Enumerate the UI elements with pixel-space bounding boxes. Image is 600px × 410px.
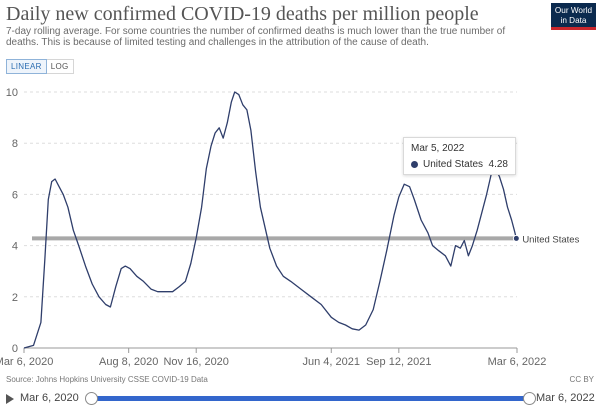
timeline-end-handle[interactable] — [523, 392, 536, 405]
y-tick-label: 8 — [12, 138, 18, 150]
x-tick-label: Mar 6, 2022 — [488, 356, 547, 368]
chart-title: Daily new confirmed COVID-19 deaths per … — [6, 3, 479, 25]
chart-subtitle: 7-day rolling average. For some countrie… — [6, 26, 506, 48]
y-tick-label: 2 — [12, 292, 18, 304]
timeline-track[interactable] — [90, 396, 530, 401]
logo-line-1: Our World — [554, 6, 593, 15]
timeline: Mar 6, 2020 Mar 6, 2022 — [0, 388, 600, 410]
timeline-end-label: Mar 6, 2022 — [536, 392, 595, 404]
y-tick-label: 10 — [6, 87, 18, 99]
tooltip-value: 4.28 — [488, 159, 508, 170]
log-scale-button[interactable]: LOG — [46, 59, 74, 74]
y-tick-label: 4 — [12, 241, 18, 253]
x-tick-label: Sep 12, 2021 — [366, 356, 431, 368]
x-tick-label: Nov 16, 2020 — [163, 356, 228, 368]
x-tick-label: Mar 6, 2020 — [0, 356, 53, 368]
x-tick-label: Aug 8, 2020 — [99, 356, 158, 368]
series-end-label: United States — [522, 234, 579, 245]
series-color-dot-icon — [411, 161, 418, 168]
tooltip-series-name: United States — [423, 159, 484, 170]
y-tick-label: 6 — [12, 189, 18, 201]
logo-line-2: in Data — [560, 16, 587, 25]
x-tick-label: Jun 4, 2021 — [303, 356, 361, 368]
owid-logo[interactable]: Our World in Data — [551, 3, 596, 30]
series-line — [23, 91, 517, 349]
series-end-point — [512, 234, 520, 242]
license-label[interactable]: CC BY — [569, 375, 594, 384]
timeline-start-handle[interactable] — [85, 392, 98, 405]
timeline-start-label: Mar 6, 2020 — [20, 392, 79, 404]
hover-tooltip: Mar 5, 2022 United States 4.28 — [403, 137, 516, 175]
source-note[interactable]: Source: Johns Hopkins University CSSE CO… — [6, 375, 208, 384]
line-chart[interactable]: 0 2 4 6 8 10 Mar 6, 2020 Aug 8, 2020 Nov 16, 202… — [0, 78, 600, 368]
linear-scale-button[interactable]: LINEAR — [6, 59, 47, 74]
scale-toggle: LINEAR LOG — [6, 59, 74, 74]
y-tick-label: 0 — [12, 343, 18, 355]
tooltip-row: United States 4.28 — [411, 159, 508, 170]
play-icon[interactable] — [6, 394, 14, 404]
tooltip-date: Mar 5, 2022 — [411, 143, 465, 154]
